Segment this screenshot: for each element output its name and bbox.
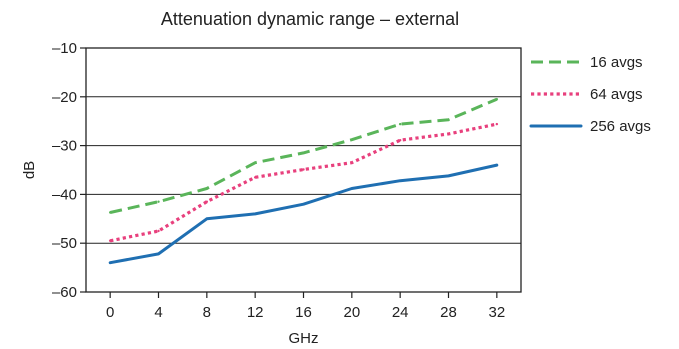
legend-label: 16 avgs xyxy=(590,54,643,71)
data-point xyxy=(398,122,402,126)
data-point xyxy=(157,229,160,233)
y-tick-label: –60 xyxy=(52,284,77,301)
data-point xyxy=(157,200,160,203)
x-tick-label: 20 xyxy=(343,304,360,321)
legend-item: 16 avgs xyxy=(531,54,643,71)
data-point xyxy=(350,161,354,164)
y-tick-label: –40 xyxy=(52,186,77,203)
data-point xyxy=(205,200,209,203)
x-tick-label: 16 xyxy=(295,304,312,321)
x-tick-label: 8 xyxy=(203,304,211,321)
legend-label: 64 avgs xyxy=(590,86,643,103)
legend-item: 256 avgs xyxy=(529,118,651,135)
data-point xyxy=(350,138,354,141)
plot-area xyxy=(85,47,522,293)
series-lines xyxy=(108,97,499,265)
data-point xyxy=(253,161,257,164)
data-point xyxy=(108,239,112,242)
series-line-16-avgs xyxy=(109,97,498,214)
data-point xyxy=(108,261,112,264)
data-point xyxy=(398,179,402,182)
grid-lines xyxy=(86,96,521,244)
y-tick-label: –30 xyxy=(52,138,77,155)
x-tick-label: 12 xyxy=(247,304,264,321)
chart-title: Attenuation dynamic range – external xyxy=(161,9,459,29)
series-line-256-avgs xyxy=(108,163,499,265)
x-axis-label: GHz xyxy=(289,330,319,347)
series-line-64-avgs xyxy=(109,122,498,243)
y-tick-label: –20 xyxy=(52,89,77,106)
data-point xyxy=(447,132,450,136)
data-point xyxy=(447,118,450,121)
data-point xyxy=(205,217,209,220)
x-tick-label: 24 xyxy=(392,304,409,321)
data-point xyxy=(157,252,160,256)
legend: 16 avgs 64 avgs 256 avgs xyxy=(529,54,651,135)
data-point xyxy=(302,202,305,206)
y-axis-label: dB xyxy=(21,161,38,179)
data-point xyxy=(495,163,499,167)
y-tick-label: –50 xyxy=(52,235,77,252)
data-point xyxy=(302,168,305,171)
y-tick-label: –10 xyxy=(52,40,77,57)
y-axis: –60 –50 –40 –30 –20 –10 xyxy=(52,40,86,301)
x-axis: 0 4 8 12 16 20 24 28 32 xyxy=(106,292,505,321)
data-point xyxy=(108,211,112,214)
data-point xyxy=(447,174,450,178)
data-point xyxy=(253,176,257,179)
x-tick-label: 28 xyxy=(440,304,457,321)
data-point xyxy=(350,187,354,190)
data-point xyxy=(398,139,402,142)
x-tick-label: 32 xyxy=(488,304,505,321)
x-tick-label: 0 xyxy=(106,304,114,321)
x-tick-label: 4 xyxy=(154,304,162,321)
data-point xyxy=(495,122,499,126)
data-point xyxy=(302,151,305,155)
data-point xyxy=(253,212,257,216)
data-point xyxy=(495,98,499,101)
legend-label: 256 avgs xyxy=(590,118,651,135)
data-point xyxy=(205,187,209,190)
legend-item: 64 avgs xyxy=(531,86,643,103)
